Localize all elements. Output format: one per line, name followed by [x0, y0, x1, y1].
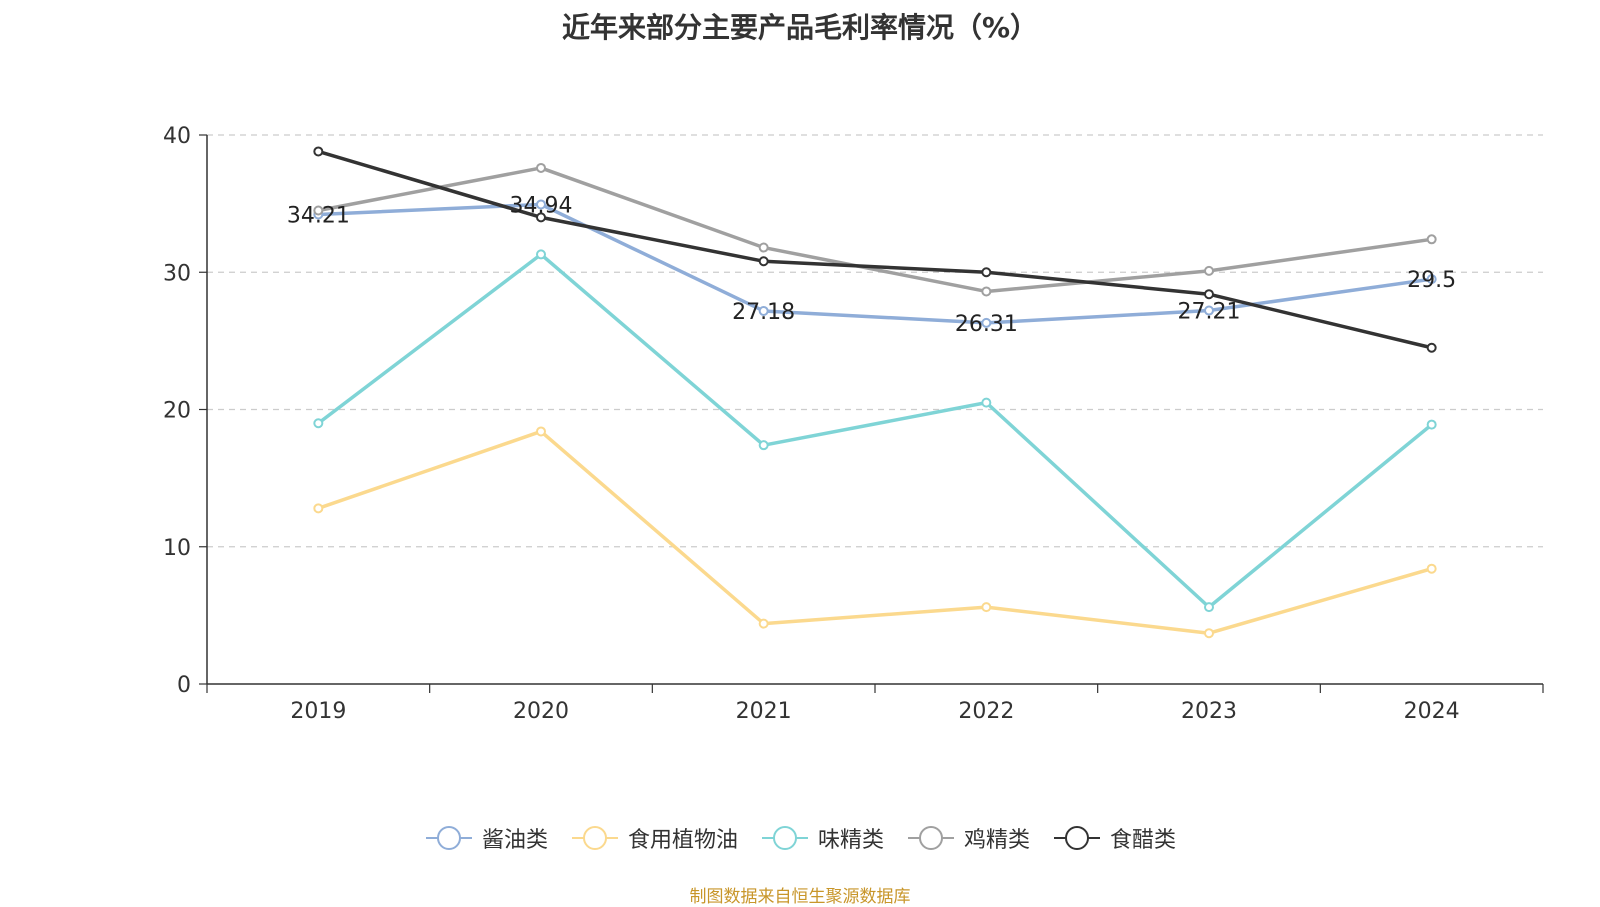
data-point [1426, 563, 1437, 574]
grid-lines [207, 134, 1543, 548]
data-point [981, 602, 992, 613]
series-lines [313, 146, 1437, 639]
chart-title: 近年来部分主要产品毛利率情况（%） [561, 11, 1039, 44]
data-point [1204, 305, 1214, 316]
data-point [536, 162, 546, 173]
x-tick-label: 2024 [1404, 699, 1460, 724]
data-point [758, 618, 769, 629]
x-tick-label: 2019 [290, 699, 346, 724]
series-line-3 [318, 166, 1432, 294]
legend-line-circle-icon [571, 826, 618, 850]
data-labels: 34.21 34.94 27.18 26.31 27.21 29.5 [287, 193, 1456, 336]
data-point [1204, 602, 1214, 613]
y-tick-label: 0 [177, 673, 191, 698]
data-point [313, 503, 324, 514]
data-point [536, 426, 546, 437]
data-point [1204, 289, 1214, 300]
data-point [536, 199, 546, 210]
data-point [1204, 265, 1214, 276]
legend-line-circle-icon [425, 826, 472, 850]
data-point [758, 305, 769, 316]
data-point [758, 256, 769, 267]
data-point [758, 242, 769, 253]
data-point [981, 397, 992, 408]
data-label: 27.21 [1178, 300, 1241, 325]
data-label: 27.18 [732, 300, 795, 325]
legend-line-circle-icon [908, 826, 954, 850]
legend: 酱油类 食用植物油 味精类 鸡精类 食醋类 [0, 822, 1600, 854]
x-tick-label: 2023 [1181, 699, 1237, 724]
series-line-1 [317, 429, 1433, 635]
legend-label: 食用植物油 [627, 828, 738, 853]
data-point [536, 212, 546, 223]
x-tick-label: 2022 [958, 699, 1014, 724]
y-tick-label: 10 [163, 536, 191, 561]
x-tick-label: 2021 [736, 699, 792, 724]
data-label: 34.94 [510, 193, 573, 218]
y-tick-label: 20 [163, 399, 191, 424]
data-point [313, 146, 324, 157]
data-point [981, 286, 992, 297]
data-point [1204, 628, 1214, 639]
axes: 0 10 20 30 40 2019 2020 2021 2022 2023 2024 [163, 124, 1544, 724]
legend-line-circle-icon [761, 826, 808, 850]
series-line-4 [317, 149, 1433, 350]
legend-label: 味精类 [817, 828, 884, 853]
data-point [981, 317, 992, 328]
y-tick-label: 30 [163, 261, 191, 286]
data-point [536, 249, 546, 260]
legend-item[interactable]: 鸡精类 [906, 822, 1030, 854]
data-point [313, 205, 324, 216]
legend-label: 食醋类 [1110, 828, 1177, 853]
legend-line-circle-icon [1054, 826, 1101, 850]
legend-label: 鸡精类 [964, 828, 1031, 853]
data-point [1426, 419, 1437, 430]
legend-item[interactable]: 食用植物油 [570, 822, 738, 854]
data-label: 34.21 [287, 203, 350, 228]
data-point [1426, 274, 1437, 285]
data-point [1426, 342, 1437, 353]
source-note: 制图数据来自恒生聚源数据库 [689, 887, 911, 907]
data-point [981, 267, 992, 278]
x-tick-label: 2020 [513, 699, 569, 724]
legend-item[interactable]: 酱油类 [424, 822, 548, 854]
data-label: 29.5 [1407, 268, 1456, 293]
data-point [758, 440, 769, 451]
legend-label: 酱油类 [481, 828, 548, 853]
data-point [1426, 234, 1437, 245]
data-label: 26.31 [955, 312, 1018, 337]
data-point [313, 418, 324, 429]
legend-item[interactable]: 味精类 [760, 822, 884, 854]
y-tick-label: 40 [163, 124, 191, 149]
series-line-2 [317, 252, 1433, 609]
legend-item[interactable]: 食醋类 [1052, 822, 1176, 854]
